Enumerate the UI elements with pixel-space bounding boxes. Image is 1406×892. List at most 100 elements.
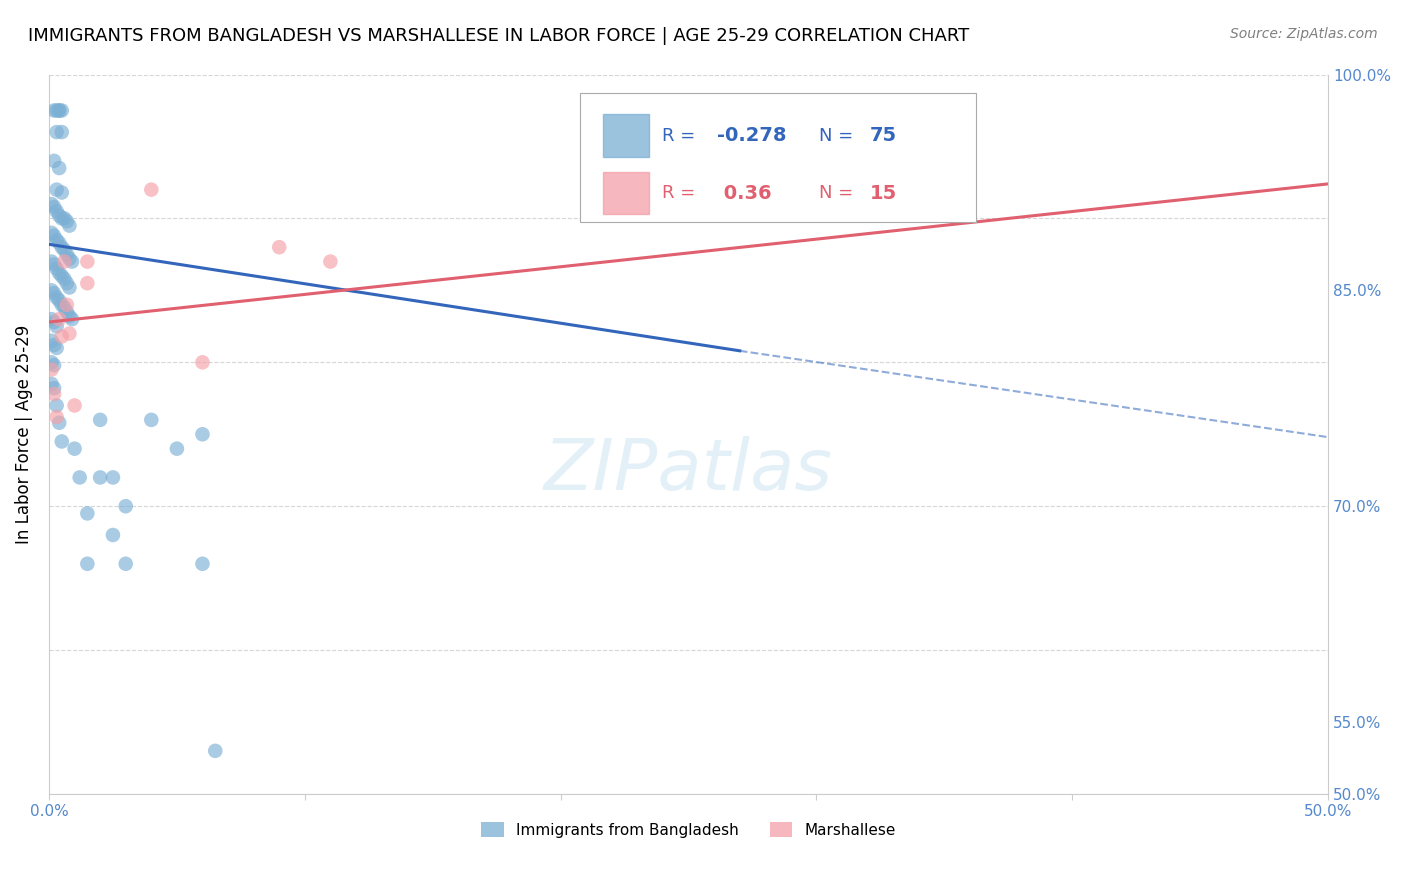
Point [58, 280, 80, 294]
Point [45, 125, 67, 139]
Point [166, 442, 188, 456]
Point [56, 305, 79, 319]
Point [45, 399, 67, 413]
Point [41, 334, 63, 348]
Point [45, 291, 67, 305]
Point [51, 329, 73, 343]
Point [141, 413, 163, 427]
Point [42, 358, 65, 372]
Point [42, 286, 65, 301]
Point [101, 470, 124, 484]
Legend: Immigrants from Bangladesh, Marshallese: Immigrants from Bangladesh, Marshallese [475, 815, 903, 844]
Point [41, 254, 63, 268]
Point [41, 312, 63, 326]
Point [41, 376, 63, 391]
Point [76, 254, 98, 268]
Point [45, 319, 67, 334]
Point [41, 355, 63, 369]
Point [42, 315, 65, 329]
Point [42, 103, 65, 118]
Point [63, 399, 86, 413]
Point [89, 413, 111, 427]
Point [42, 381, 65, 395]
Point [48, 266, 70, 280]
Point [53, 254, 76, 268]
Point [191, 557, 214, 571]
Point [41, 197, 63, 211]
Point [53, 243, 76, 257]
Text: 0.36: 0.36 [717, 184, 772, 202]
Point [179, 852, 201, 866]
Point [48, 312, 70, 326]
Text: ZIPatlas: ZIPatlas [544, 435, 834, 505]
Point [42, 228, 65, 243]
Point [51, 434, 73, 449]
Text: 75: 75 [870, 126, 897, 145]
Point [41, 362, 63, 376]
Text: R =: R = [662, 127, 700, 145]
Point [51, 298, 73, 312]
Point [56, 276, 79, 290]
FancyBboxPatch shape [603, 114, 650, 157]
Point [51, 103, 73, 118]
Text: R =: R = [662, 185, 700, 202]
Text: N =: N = [820, 185, 859, 202]
Point [76, 276, 98, 290]
Point [63, 442, 86, 456]
Point [51, 211, 73, 226]
Point [48, 209, 70, 223]
Text: 15: 15 [870, 184, 897, 202]
Point [56, 298, 79, 312]
Point [41, 284, 63, 298]
Point [141, 183, 163, 197]
Point [51, 125, 73, 139]
Point [319, 254, 342, 268]
Point [48, 103, 70, 118]
Text: IMMIGRANTS FROM BANGLADESH VS MARSHALLESE IN LABOR FORCE | AGE 25-29 CORRELATION: IMMIGRANTS FROM BANGLADESH VS MARSHALLES… [28, 27, 969, 45]
Point [51, 186, 73, 200]
Text: Source: ZipAtlas.com: Source: ZipAtlas.com [1230, 27, 1378, 41]
Point [114, 557, 136, 571]
Point [42, 153, 65, 168]
Point [45, 183, 67, 197]
Point [191, 427, 214, 442]
Point [76, 557, 98, 571]
Point [51, 268, 73, 283]
Point [48, 235, 70, 250]
Point [53, 301, 76, 315]
Point [60, 312, 83, 326]
Point [58, 310, 80, 324]
Point [53, 272, 76, 286]
Point [45, 204, 67, 219]
Point [45, 261, 67, 276]
Text: -0.278: -0.278 [717, 126, 786, 145]
Point [53, 211, 76, 226]
Point [56, 247, 79, 261]
FancyBboxPatch shape [603, 172, 650, 214]
Point [101, 528, 124, 542]
Point [89, 470, 111, 484]
Point [76, 507, 98, 521]
Point [45, 103, 67, 118]
Point [42, 257, 65, 271]
Point [48, 416, 70, 430]
Point [51, 240, 73, 254]
Point [45, 341, 67, 355]
FancyBboxPatch shape [579, 93, 976, 222]
Point [191, 355, 214, 369]
Point [45, 233, 67, 247]
Point [56, 214, 79, 228]
Point [48, 161, 70, 175]
Point [42, 200, 65, 214]
Point [41, 226, 63, 240]
Point [42, 338, 65, 352]
Point [114, 500, 136, 514]
Point [48, 103, 70, 118]
Point [204, 744, 226, 758]
Point [58, 252, 80, 266]
Point [58, 326, 80, 341]
Point [269, 240, 291, 254]
Point [48, 293, 70, 308]
Point [58, 219, 80, 233]
Text: N =: N = [820, 127, 859, 145]
